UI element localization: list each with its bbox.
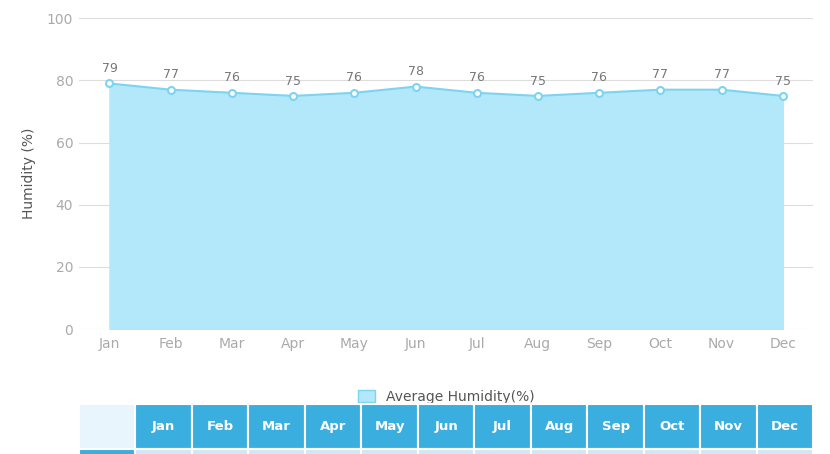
Bar xyxy=(701,449,757,454)
Bar xyxy=(644,404,701,449)
Bar xyxy=(588,404,644,449)
Text: 76: 76 xyxy=(591,71,607,84)
Text: 75: 75 xyxy=(530,74,546,88)
Bar xyxy=(305,449,361,454)
Text: 77: 77 xyxy=(163,69,178,81)
Bar xyxy=(475,404,531,449)
Text: 76: 76 xyxy=(346,71,362,84)
Bar xyxy=(79,404,135,449)
Text: Oct: Oct xyxy=(660,420,685,433)
Bar xyxy=(701,404,757,449)
Bar xyxy=(361,404,417,449)
Bar xyxy=(192,404,248,449)
Bar xyxy=(644,449,701,454)
Text: Feb: Feb xyxy=(207,420,234,433)
Text: Jul: Jul xyxy=(493,420,512,433)
Bar xyxy=(248,449,305,454)
Text: Apr: Apr xyxy=(320,420,346,433)
Bar xyxy=(417,449,475,454)
Bar xyxy=(361,449,417,454)
Text: 76: 76 xyxy=(469,71,485,84)
Bar xyxy=(531,404,588,449)
Text: Mar: Mar xyxy=(262,420,291,433)
Bar xyxy=(248,404,305,449)
Bar xyxy=(305,404,361,449)
Bar xyxy=(588,449,644,454)
Text: 75: 75 xyxy=(285,74,301,88)
Text: May: May xyxy=(374,420,405,433)
Text: 78: 78 xyxy=(408,65,423,78)
Text: Aug: Aug xyxy=(544,420,574,433)
Bar xyxy=(135,404,192,449)
Text: 79: 79 xyxy=(101,62,117,75)
Text: Dec: Dec xyxy=(771,420,799,433)
Bar xyxy=(531,449,588,454)
Bar xyxy=(475,449,531,454)
Text: 77: 77 xyxy=(714,69,730,81)
Text: Sep: Sep xyxy=(602,420,630,433)
Text: 77: 77 xyxy=(652,69,668,81)
Text: Jan: Jan xyxy=(152,420,175,433)
Text: Jun: Jun xyxy=(434,420,458,433)
Y-axis label: Humidity (%): Humidity (%) xyxy=(22,128,36,219)
Text: 76: 76 xyxy=(224,71,240,84)
Text: 75: 75 xyxy=(774,74,791,88)
Bar xyxy=(757,449,813,454)
Bar xyxy=(79,449,135,454)
Legend: Average Humidity(%): Average Humidity(%) xyxy=(353,384,540,410)
Text: Nov: Nov xyxy=(714,420,743,433)
Bar xyxy=(135,449,192,454)
Bar xyxy=(757,404,813,449)
Bar xyxy=(192,449,248,454)
Bar xyxy=(417,404,475,449)
